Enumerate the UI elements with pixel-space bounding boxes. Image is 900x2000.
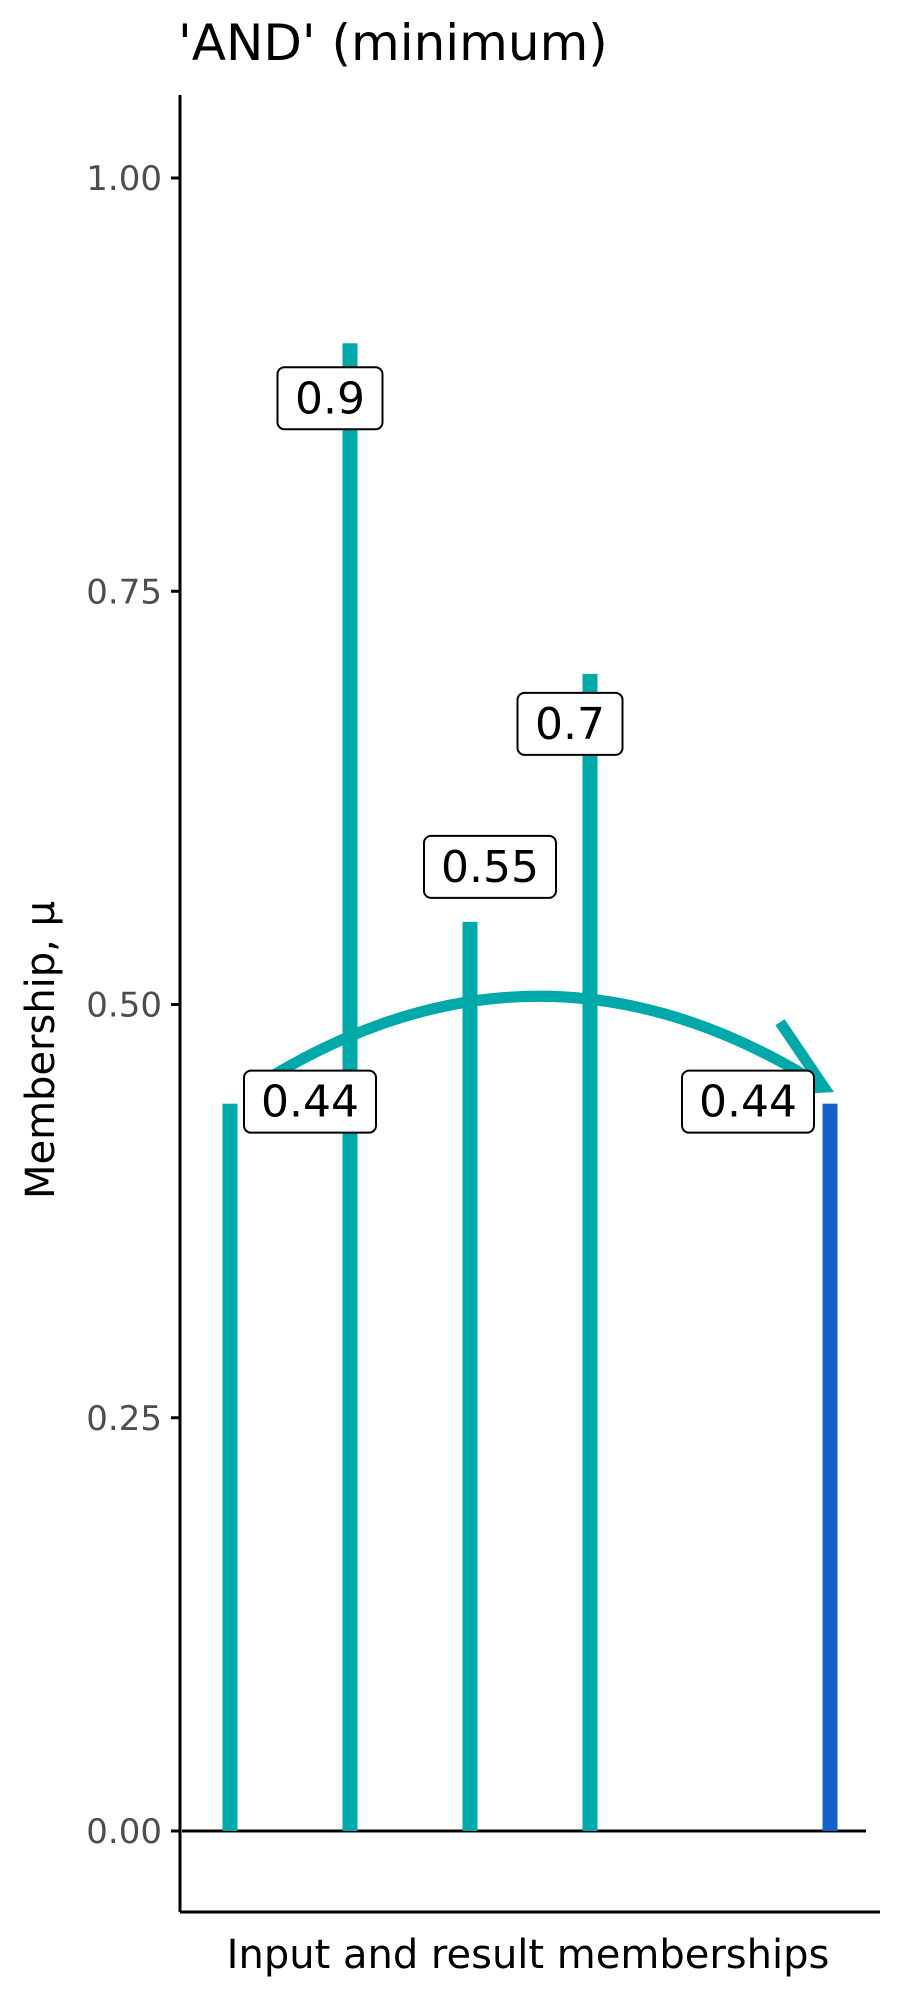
y-tick-label: 0.00 [86, 1812, 162, 1852]
data-label: 0.44 [699, 1077, 797, 1128]
bar-4 [582, 673, 598, 1831]
y-axis-title: Membership, μ [18, 901, 64, 1199]
y-tick-label: 1.00 [86, 159, 162, 199]
y-tick-label: 0.75 [86, 572, 162, 612]
data-label-box [516, 691, 624, 756]
data-label-box [243, 1069, 377, 1134]
data-label: 0.7 [535, 699, 605, 750]
bar-3 [462, 921, 478, 1831]
data-label: 0.55 [441, 842, 539, 893]
data-label-box [276, 366, 384, 431]
data-label: 0.9 [295, 373, 365, 424]
data-label-box [681, 1069, 815, 1134]
y-tick-label: 0.50 [86, 986, 162, 1026]
data-label-box [423, 834, 557, 899]
plot-area: 0.00 0.25 0.50 0.75 1.00 0.44 0.9 0.55 0.7 0.44 [86, 95, 880, 1914]
bar-1 [222, 1103, 238, 1831]
chart-title: 'AND' (minimum) [178, 14, 608, 72]
data-label: 0.44 [261, 1077, 359, 1128]
arrow-curve [251, 990, 827, 1092]
x-axis-title: Input and result memberships [227, 1932, 830, 1978]
y-tick-label: 0.25 [86, 1399, 162, 1439]
bar-5 [822, 1103, 838, 1831]
